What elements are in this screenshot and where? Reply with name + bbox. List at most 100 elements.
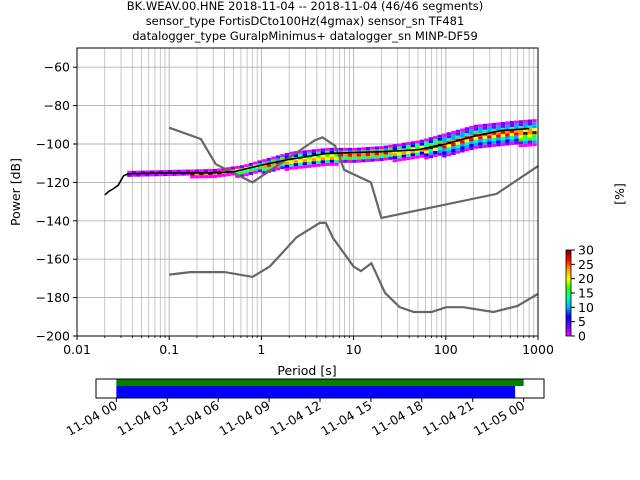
density-cell bbox=[392, 147, 398, 151]
density-cell bbox=[514, 126, 519, 130]
density-cell bbox=[532, 140, 537, 144]
density-cell bbox=[514, 120, 519, 124]
density-cell bbox=[527, 128, 533, 132]
density-cell bbox=[217, 174, 222, 178]
density-cell bbox=[406, 142, 411, 146]
density-cell bbox=[478, 127, 483, 131]
density-cell bbox=[235, 171, 240, 175]
density-cell bbox=[370, 152, 375, 156]
density-cell bbox=[482, 141, 488, 145]
density-cell bbox=[181, 172, 186, 176]
density-cell bbox=[442, 148, 447, 152]
density-cell bbox=[424, 141, 429, 145]
timeline-tick-label: 11-04 18 bbox=[369, 398, 425, 439]
density-cell bbox=[316, 163, 321, 167]
density-cell bbox=[419, 142, 425, 146]
density-cell bbox=[140, 170, 146, 174]
timeline-tick-label: 11-04 21 bbox=[420, 398, 476, 439]
density-cell bbox=[253, 167, 258, 171]
density-cell bbox=[451, 142, 456, 146]
density-cell bbox=[464, 142, 470, 146]
density-cell bbox=[248, 162, 254, 166]
density-cell bbox=[325, 162, 330, 166]
density-cell bbox=[509, 136, 515, 140]
density-cell bbox=[262, 165, 267, 169]
density-cell bbox=[370, 155, 375, 159]
density-cell bbox=[433, 147, 438, 151]
x-axis-label: Period [s] bbox=[277, 363, 336, 378]
density-cell bbox=[455, 141, 461, 145]
density-cell bbox=[451, 148, 456, 152]
density-cell bbox=[275, 167, 281, 171]
density-cell bbox=[505, 124, 510, 128]
density-cell bbox=[235, 165, 240, 169]
density-cell bbox=[203, 172, 209, 176]
density-cell bbox=[298, 150, 303, 154]
density-cell bbox=[437, 140, 443, 144]
density-cell bbox=[262, 171, 267, 175]
density-cell bbox=[518, 129, 524, 133]
density-cell bbox=[451, 151, 456, 155]
density-cell bbox=[244, 170, 249, 174]
density-cell bbox=[172, 172, 177, 176]
density-cell bbox=[289, 163, 294, 167]
density-cell bbox=[424, 144, 429, 148]
density-cell bbox=[190, 175, 195, 179]
density-cell bbox=[419, 145, 425, 149]
density-cell bbox=[320, 148, 326, 152]
density-cell bbox=[266, 163, 272, 167]
density-cell bbox=[509, 124, 515, 128]
nlnm-curve bbox=[169, 221, 539, 314]
density-cell bbox=[473, 130, 479, 134]
density-cell bbox=[374, 158, 380, 162]
density-cell bbox=[509, 130, 515, 134]
density-cell bbox=[500, 133, 506, 137]
x-tick-label: 0.01 bbox=[63, 342, 91, 357]
density-cell bbox=[455, 135, 461, 139]
density-cell bbox=[460, 134, 465, 138]
density-cell bbox=[163, 170, 168, 174]
density-cell bbox=[527, 134, 533, 138]
density-cell bbox=[325, 156, 330, 160]
density-cell bbox=[532, 128, 537, 132]
density-cell bbox=[527, 140, 533, 144]
density-cell bbox=[523, 143, 528, 147]
density-cell bbox=[316, 157, 321, 161]
density-cell bbox=[352, 153, 357, 157]
density-cell bbox=[442, 154, 447, 158]
density-cell bbox=[329, 147, 335, 151]
density-cell bbox=[478, 145, 483, 149]
density-cell bbox=[298, 159, 303, 163]
density-cell bbox=[392, 153, 398, 157]
density-cell bbox=[311, 158, 317, 162]
density-cell bbox=[356, 153, 362, 157]
density-cell bbox=[320, 163, 326, 167]
density-cell bbox=[514, 123, 519, 127]
density-cell bbox=[320, 151, 326, 155]
density-cell bbox=[316, 151, 321, 155]
density-cell bbox=[280, 166, 285, 170]
density-cell bbox=[347, 153, 353, 157]
density-cell bbox=[419, 139, 425, 143]
density-cell bbox=[158, 173, 164, 177]
density-cell bbox=[410, 141, 416, 145]
density-cell bbox=[325, 153, 330, 157]
density-cell bbox=[284, 161, 290, 165]
density-cell bbox=[523, 131, 528, 135]
density-cell bbox=[514, 141, 519, 145]
density-cell bbox=[410, 147, 416, 151]
density-cell bbox=[451, 133, 456, 137]
density-cell bbox=[482, 138, 488, 142]
density-cell bbox=[487, 138, 492, 142]
density-cell bbox=[446, 153, 452, 157]
density-cell bbox=[451, 145, 456, 149]
density-cell bbox=[379, 149, 384, 153]
density-cell bbox=[478, 130, 483, 134]
density-cell bbox=[320, 160, 326, 164]
density-cell bbox=[365, 147, 371, 151]
density-cell bbox=[410, 144, 416, 148]
density-cell bbox=[442, 151, 447, 155]
density-cell bbox=[298, 162, 303, 166]
density-cell bbox=[248, 171, 254, 175]
colorbar-label: [%] bbox=[612, 183, 627, 205]
